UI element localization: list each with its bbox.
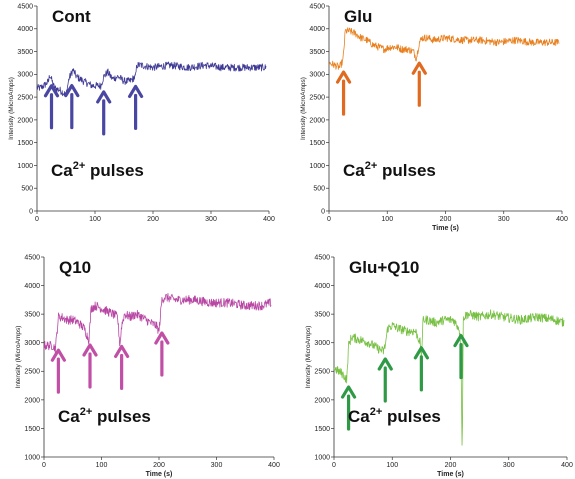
y-tick-label: 1500 bbox=[17, 140, 33, 147]
pulse-arrow bbox=[154, 331, 170, 377]
pulses-annotation: Ca2+ pulses bbox=[51, 160, 144, 180]
y-tick-label: 3500 bbox=[24, 312, 40, 319]
x-tick-label: 0 bbox=[332, 462, 336, 469]
y-tick-label: 500 bbox=[21, 186, 33, 193]
y-tick-label: 2000 bbox=[24, 397, 40, 404]
y-tick-label: 3000 bbox=[24, 340, 40, 347]
x-tick-label: 200 bbox=[147, 216, 159, 223]
y-tick-label: 1500 bbox=[309, 140, 325, 147]
y-tick-label: 4000 bbox=[314, 283, 330, 290]
pulse-arrow bbox=[413, 346, 429, 392]
y-tick-label: 4500 bbox=[24, 254, 40, 261]
x-tick-label: 300 bbox=[503, 462, 515, 469]
y-axis-label: Intensity (MicroAmps) bbox=[15, 326, 22, 389]
x-tick-label: 100 bbox=[381, 216, 393, 223]
y-tick-label: 2500 bbox=[314, 369, 330, 376]
y-tick-label: 1000 bbox=[24, 454, 40, 461]
series-line-0 bbox=[328, 27, 560, 70]
panel-title: Q10 bbox=[59, 258, 91, 277]
y-tick-label: 4500 bbox=[314, 254, 330, 261]
x-axis-label: Time (s) bbox=[432, 225, 459, 232]
x-tick-label: 400 bbox=[556, 216, 568, 223]
pulse-arrow bbox=[453, 333, 469, 380]
series-line-0 bbox=[333, 309, 565, 446]
y-tick-label: 3500 bbox=[309, 49, 325, 56]
x-tick-label: 100 bbox=[96, 462, 108, 469]
x-tick-label: 200 bbox=[153, 462, 165, 469]
y-tick-label: 1500 bbox=[24, 426, 40, 433]
y-tick-label: 4000 bbox=[24, 283, 40, 290]
x-tick-label: 400 bbox=[561, 462, 573, 469]
y-tick-label: 1500 bbox=[314, 426, 330, 433]
panel-3: 1000 1500 2000 2500 3000 3500 4000 4500 0 100 200 3… bbox=[305, 254, 573, 478]
x-tick-label: 300 bbox=[498, 216, 510, 223]
pulse-arrow bbox=[114, 344, 130, 391]
x-axis-label: Time (s) bbox=[437, 471, 464, 478]
y-tick-label: 2500 bbox=[17, 95, 33, 102]
y-tick-label: 3500 bbox=[17, 49, 33, 56]
pulse-arrow bbox=[377, 357, 393, 403]
y-tick-label: 2000 bbox=[314, 397, 330, 404]
pulses-annotation: Ca2+ pulses bbox=[58, 406, 151, 426]
y-axis-label: Intensity (MicroAmps) bbox=[8, 77, 15, 140]
x-tick-label: 100 bbox=[386, 462, 398, 469]
y-axis-label: Intensity (MicroAmps) bbox=[300, 77, 307, 140]
x-tick-label: 400 bbox=[268, 462, 280, 469]
panel-title: Glu+Q10 bbox=[349, 258, 419, 277]
x-tick-label: 0 bbox=[327, 216, 331, 223]
pulse-arrow bbox=[340, 385, 357, 431]
y-axis-label: Intensity (MicroAmps) bbox=[305, 326, 312, 389]
y-tick-label: 0 bbox=[29, 208, 33, 215]
pulse-arrow bbox=[411, 61, 427, 107]
panel-2: 1000 1500 2000 2500 3000 3500 4000 4500 0 100 200 3… bbox=[15, 254, 280, 478]
pulse-arrow bbox=[64, 83, 80, 130]
pulse-arrow bbox=[82, 343, 98, 389]
x-tick-label: 300 bbox=[205, 216, 217, 223]
y-tick-label: 1000 bbox=[314, 454, 330, 461]
pulse-arrow bbox=[50, 348, 66, 394]
panel-1: 0 500 1000 1500 2000 2500 3000 3500 4000 4500 0 100… bbox=[300, 3, 568, 232]
pulse-arrow bbox=[96, 90, 112, 136]
y-tick-label: 3000 bbox=[17, 72, 33, 79]
y-tick-label: 1000 bbox=[309, 163, 325, 170]
x-tick-label: 0 bbox=[42, 462, 46, 469]
y-tick-label: 4000 bbox=[309, 26, 325, 33]
x-tick-label: 100 bbox=[89, 216, 101, 223]
y-tick-label: 4500 bbox=[309, 3, 325, 10]
y-tick-label: 2500 bbox=[24, 369, 40, 376]
series-line-0 bbox=[43, 292, 272, 353]
x-tick-label: 300 bbox=[211, 462, 223, 469]
y-tick-label: 4500 bbox=[17, 3, 33, 10]
x-tick-label: 200 bbox=[440, 216, 452, 223]
x-tick-label: 400 bbox=[263, 216, 275, 223]
y-tick-label: 3500 bbox=[314, 312, 330, 319]
panel-0: 0 500 1000 1500 2000 2500 3000 3500 4000 4500 0 100… bbox=[8, 3, 275, 223]
pulse-arrow bbox=[335, 70, 352, 116]
y-tick-label: 2500 bbox=[309, 95, 325, 102]
series-line-0 bbox=[36, 61, 267, 97]
y-tick-label: 500 bbox=[313, 186, 325, 193]
y-tick-label: 0 bbox=[321, 208, 325, 215]
y-tick-label: 2000 bbox=[309, 117, 325, 124]
pulse-arrow bbox=[128, 84, 144, 131]
pulse-arrow bbox=[43, 84, 60, 130]
y-tick-label: 1000 bbox=[17, 163, 33, 170]
x-tick-label: 0 bbox=[35, 216, 39, 223]
y-tick-label: 2000 bbox=[17, 117, 33, 124]
y-tick-label: 3000 bbox=[309, 72, 325, 79]
pulses-annotation: Ca2+ pulses bbox=[343, 160, 436, 180]
x-axis-label: Time (s) bbox=[146, 471, 173, 478]
y-tick-label: 3000 bbox=[314, 340, 330, 347]
y-tick-label: 4000 bbox=[17, 26, 33, 33]
pulses-annotation: Ca2+ pulses bbox=[348, 406, 441, 426]
panel-title: Cont bbox=[52, 7, 91, 26]
panel-title: Glu bbox=[344, 7, 372, 26]
x-tick-label: 200 bbox=[445, 462, 457, 469]
